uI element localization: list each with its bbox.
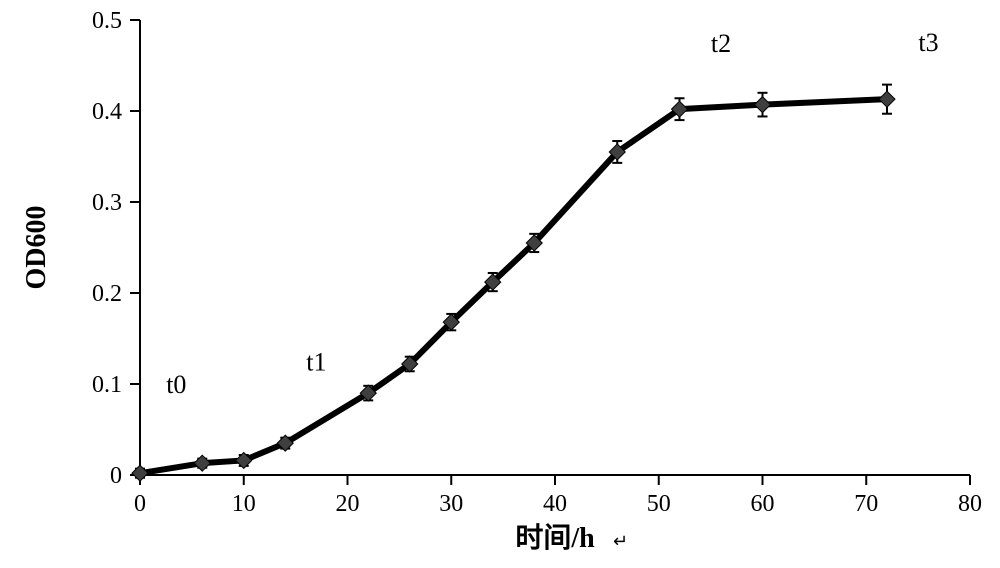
annotation-label: t3: [918, 28, 938, 57]
x-tick-label: 30: [439, 491, 463, 517]
y-tick-label: 0.5: [92, 8, 122, 34]
x-tick-label: 40: [543, 491, 567, 517]
x-tick-label: 0: [134, 491, 146, 517]
series-line: [140, 99, 887, 473]
annotation-label: t0: [166, 370, 186, 399]
x-tick-label: 50: [647, 491, 671, 517]
data-marker: [132, 465, 148, 481]
return-mark-icon: ↵: [613, 531, 628, 551]
data-marker: [755, 97, 771, 113]
x-tick-label: 70: [854, 491, 878, 517]
x-tick-label: 60: [751, 491, 775, 517]
growth-curve-chart: 0 10 20 30 40 50 60 70 80 0 0.1 0.2 0.3 0.4 0.5 OD600 时间…: [0, 0, 1000, 568]
x-tick-label: 10: [232, 491, 256, 517]
chart-svg: 0 10 20 30 40 50 60 70 80 0 0.1 0.2 0.3 0.4 0.5 OD600 时间…: [0, 0, 1000, 568]
x-tick-label: 20: [336, 491, 360, 517]
data-marker: [879, 91, 895, 107]
data-marker: [194, 455, 210, 471]
x-tick-label: 80: [958, 491, 982, 517]
axes: [140, 20, 970, 475]
y-tick-label: 0.4: [92, 99, 122, 125]
annotation-label: t2: [711, 29, 731, 58]
y-tick-label: 0.3: [92, 190, 122, 216]
y-tick-label: 0: [110, 463, 122, 489]
annotation-label: t1: [306, 347, 326, 376]
data-marker: [236, 452, 252, 468]
y-tick-label: 0.2: [92, 281, 122, 307]
y-tick-label: 0.1: [92, 372, 122, 398]
y-axis-label: OD600: [21, 206, 52, 290]
x-axis-label: 时间/h: [515, 522, 595, 554]
